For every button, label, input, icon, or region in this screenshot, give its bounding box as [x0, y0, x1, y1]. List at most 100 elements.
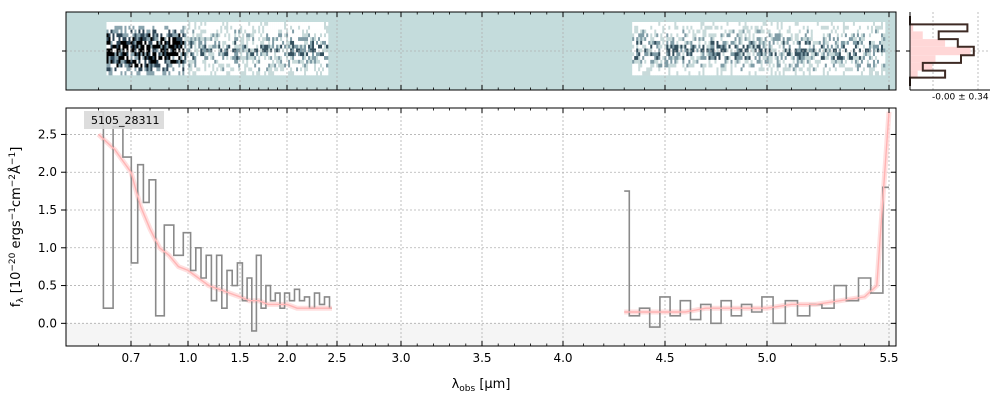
twod-pixel: [242, 52, 245, 57]
twod-pixel: [284, 37, 287, 42]
twod-pixel: [678, 33, 681, 38]
twod-pixel: [180, 22, 183, 27]
twod-pixel: [656, 37, 659, 42]
twod-pixel: [868, 44, 872, 49]
twod-pixel: [134, 71, 137, 76]
twod-pixel: [224, 29, 227, 34]
histogram-filled-bin: [910, 39, 946, 47]
twod-pixel: [152, 40, 155, 46]
twod-pixel: [716, 40, 719, 46]
twod-pixel: [738, 48, 741, 53]
twod-pixel: [182, 44, 185, 49]
twod-pixel: [766, 59, 769, 64]
twod-pixel: [752, 25, 755, 30]
twod-pixel: [280, 40, 283, 46]
twod-pixel: [662, 59, 665, 64]
twod-pixel: [772, 56, 775, 61]
twod-pixel: [750, 33, 753, 38]
twod-pixel: [828, 22, 832, 27]
twod-pixel: [816, 44, 820, 49]
twod-pixel: [136, 44, 139, 49]
twod-pixel: [822, 63, 826, 68]
twod-pixel: [826, 33, 830, 38]
twod-pixel: [876, 63, 880, 68]
twod-pixel: [298, 29, 301, 34]
twod-pixel: [694, 29, 697, 34]
twod-pixel: [776, 71, 779, 76]
twod-pixel: [654, 22, 657, 27]
twod-pixel: [198, 37, 201, 42]
twod-pixel: [260, 44, 263, 49]
twod-pixel: [750, 25, 753, 30]
twod-pixel: [634, 37, 637, 42]
twod-pixel: [258, 71, 261, 76]
twod-pixel: [758, 48, 761, 53]
twod-pixel: [874, 33, 878, 38]
twod-pixel: [130, 59, 133, 64]
twod-pixel: [140, 37, 143, 42]
twod-pixel: [790, 56, 794, 61]
twod-pixel: [264, 33, 267, 38]
twod-pixel: [710, 40, 713, 46]
twod-pixel: [766, 63, 769, 68]
twod-pixel: [132, 59, 135, 64]
twod-pixel: [882, 22, 886, 27]
twod-pixel: [312, 48, 315, 53]
twod-pixel: [774, 71, 777, 76]
twod-pixel: [184, 37, 187, 42]
twod-pixel: [300, 52, 303, 57]
twod-pixel: [210, 29, 213, 34]
twod-pixel: [166, 25, 169, 30]
twod-pixel: [632, 44, 635, 49]
twod-pixel: [644, 22, 647, 27]
twod-pixel: [198, 33, 201, 38]
twod-pixel: [860, 33, 864, 38]
twod-pixel: [282, 22, 285, 27]
twod-pixel: [644, 25, 647, 30]
twod-pixel: [310, 40, 313, 46]
twod-pixel: [720, 71, 723, 76]
twod-pixel: [256, 52, 259, 57]
twod-pixel: [244, 59, 247, 64]
twod-pixel: [154, 37, 157, 42]
twod-pixel: [770, 56, 773, 61]
twod-pixel: [238, 52, 241, 57]
twod-pixel: [716, 48, 719, 53]
twod-pixel: [154, 22, 157, 27]
twod-pixel: [244, 25, 247, 30]
twod-pixel: [642, 29, 645, 34]
twod-pixel: [758, 71, 761, 76]
twod-pixel: [308, 33, 311, 38]
twod-pixel: [794, 33, 798, 38]
twod-pixel: [216, 44, 219, 49]
twod-pixel: [276, 71, 279, 76]
twod-pixel: [250, 44, 253, 49]
twod-pixel: [704, 44, 707, 49]
twod-pixel: [752, 67, 755, 72]
twod-pixel: [654, 48, 657, 53]
twod-pixel: [134, 56, 137, 61]
twod-pixel: [724, 56, 727, 61]
twod-pixel: [310, 56, 313, 61]
histogram-filled-bin: [910, 46, 971, 56]
twod-pixel: [664, 33, 667, 38]
twod-pixel: [236, 44, 239, 49]
twod-pixel: [654, 52, 657, 57]
twod-pixel: [176, 48, 179, 53]
twod-pixel: [274, 44, 277, 49]
twod-pixel: [170, 22, 173, 27]
twod-pixel: [202, 67, 205, 72]
twod-pixel: [190, 44, 193, 49]
twod-pixel: [170, 25, 173, 30]
twod-pixel: [636, 56, 639, 61]
twod-pixel: [168, 25, 171, 30]
twod-pixel: [108, 25, 111, 30]
twod-pixel: [122, 44, 125, 49]
twod-pixel: [846, 33, 850, 38]
twod-pixel: [208, 37, 211, 42]
twod-pixel: [684, 59, 687, 64]
twod-pixel: [816, 48, 820, 53]
twod-pixel: [662, 29, 665, 34]
twod-pixel: [300, 33, 303, 38]
twod-pixel: [776, 67, 779, 72]
